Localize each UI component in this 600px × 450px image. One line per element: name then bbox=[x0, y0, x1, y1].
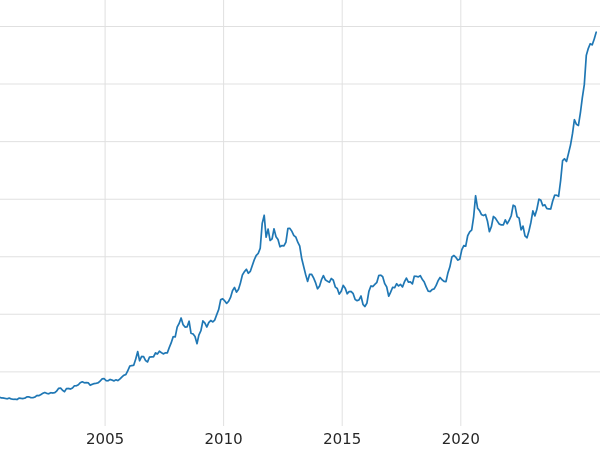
x-tick-label: 2015 bbox=[323, 430, 361, 448]
x-tick-labels: 2005 2010 2015 2020 bbox=[86, 430, 480, 448]
gridlines bbox=[0, 0, 600, 426]
price-series-line bbox=[0, 31, 598, 401]
x-tick-label: 2010 bbox=[205, 430, 243, 448]
x-tick-label: 2005 bbox=[86, 430, 124, 448]
x-tick-label: 2020 bbox=[442, 430, 480, 448]
